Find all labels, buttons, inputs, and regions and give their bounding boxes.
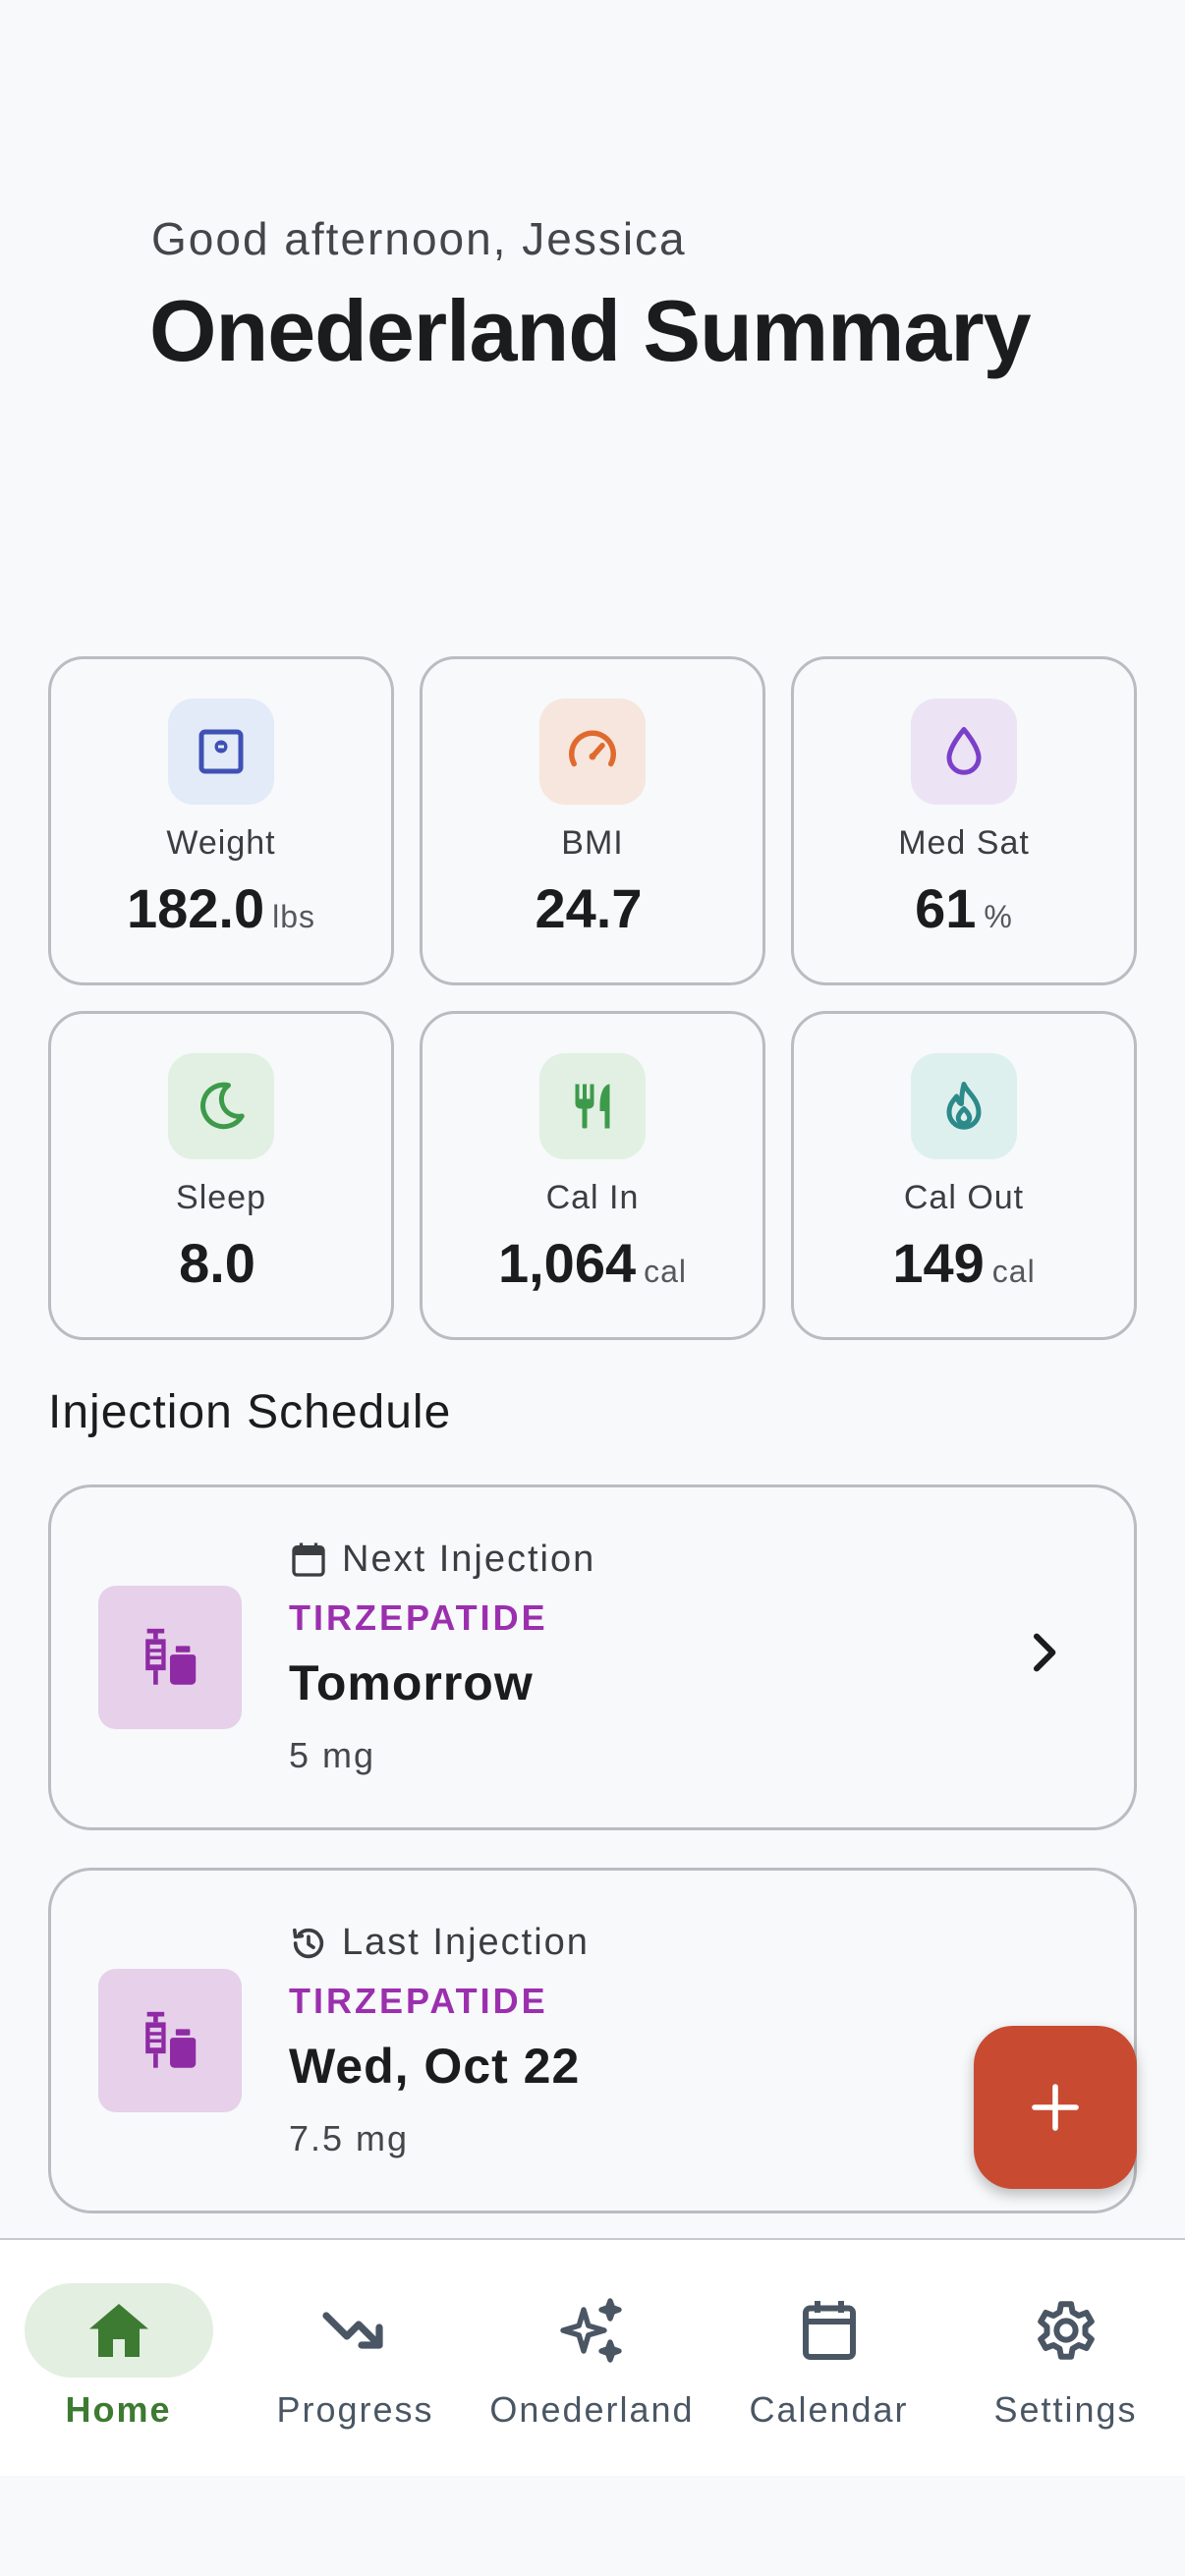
metric-unit: cal [644, 1254, 688, 1289]
syringe-vial-icon [98, 1969, 242, 2112]
injection-dose: 5 mg [289, 1735, 376, 1775]
nav-label: Progress [276, 2389, 434, 2430]
last-injection-heading: Last Injection [342, 1922, 590, 1963]
metric-card-cal-out[interactable]: Cal Out 149 cal [791, 1011, 1137, 1340]
metric-label: Med Sat [898, 824, 1030, 862]
metric-card-med-sat[interactable]: Med Sat 61 % [791, 656, 1137, 985]
flame-icon [911, 1053, 1017, 1159]
greeting-text: Good afternoon, Jessica [151, 213, 687, 264]
drug-name: TIRZEPATIDE [289, 1981, 548, 2021]
metric-value: 149 [892, 1232, 985, 1294]
speedometer-icon [539, 699, 646, 805]
scale-icon [168, 699, 274, 805]
metric-label: Weight [166, 824, 276, 862]
sparkles-icon [559, 2298, 622, 2363]
drug-name: TIRZEPATIDE [289, 1597, 548, 1638]
metric-label: Cal In [545, 1179, 640, 1216]
metric-card-cal-in[interactable]: Cal In 1,064 cal [420, 1011, 765, 1340]
nav-item-onederland[interactable]: Onederland [474, 2240, 710, 2476]
metric-card-weight[interactable]: Weight 182.0 lbs [48, 656, 394, 985]
page-title: Onederland Summary [149, 282, 1032, 379]
metric-card-bmi[interactable]: BMI 24.7 [420, 656, 765, 985]
metric-card-sleep[interactable]: Sleep 8.0 [48, 1011, 394, 1340]
injection-dose: 7.5 mg [289, 2118, 410, 2158]
metric-value: 182.0 [126, 877, 265, 939]
calendar-icon [292, 1542, 325, 1577]
nav-item-settings[interactable]: Settings [947, 2240, 1184, 2476]
nav-item-calendar[interactable]: Calendar [710, 2240, 947, 2476]
injection-date: Wed, Oct 22 [289, 2039, 581, 2094]
moon-icon [168, 1053, 274, 1159]
metric-value: 8.0 [179, 1232, 255, 1294]
metric-value: 61 [915, 877, 977, 939]
metric-label: BMI [561, 824, 624, 862]
gear-icon [1037, 2301, 1095, 2360]
history-icon [293, 1928, 324, 1958]
home-icon [88, 2304, 148, 2357]
next-injection-card[interactable]: Next Injection TIRZEPATIDE Tomorrow 5 mg [48, 1484, 1137, 1830]
nav-label: Settings [993, 2389, 1138, 2430]
metric-unit: cal [991, 1254, 1036, 1289]
droplet-icon [911, 699, 1017, 805]
nav-label: Calendar [749, 2389, 909, 2430]
trending-down-icon [321, 2312, 383, 2349]
metric-unit: % [984, 899, 1013, 934]
metrics-grid: Weight 182.0 lbs BMI 24.7 Med Sat [48, 656, 1137, 1340]
last-injection-card[interactable]: Last Injection TIRZEPATIDE Wed, Oct 22 7… [48, 1868, 1137, 2213]
metric-unit: lbs [272, 899, 316, 934]
injection-date: Tomorrow [289, 1655, 534, 1710]
chevron-right-icon[interactable] [1016, 1625, 1071, 1680]
nav-item-home[interactable]: Home [0, 2240, 237, 2476]
nav-item-progress[interactable]: Progress [237, 2240, 474, 2476]
calendar-icon [802, 2301, 856, 2360]
syringe-vial-icon [98, 1586, 242, 1729]
add-entry-button[interactable] [974, 2026, 1137, 2189]
bottom-navigation: Home Progress Onederland [0, 2238, 1185, 2476]
metric-label: Sleep [176, 1179, 266, 1216]
section-title-injection-schedule: Injection Schedule [48, 1386, 452, 1438]
nav-label: Onederland [489, 2389, 695, 2430]
next-injection-heading: Next Injection [342, 1539, 596, 1580]
metric-value: 24.7 [535, 877, 643, 939]
plus-icon [1032, 2084, 1079, 2131]
utensils-icon [539, 1053, 646, 1159]
metric-label: Cal Out [903, 1179, 1025, 1216]
metric-value: 1,064 [497, 1232, 637, 1294]
nav-label: Home [65, 2389, 172, 2430]
